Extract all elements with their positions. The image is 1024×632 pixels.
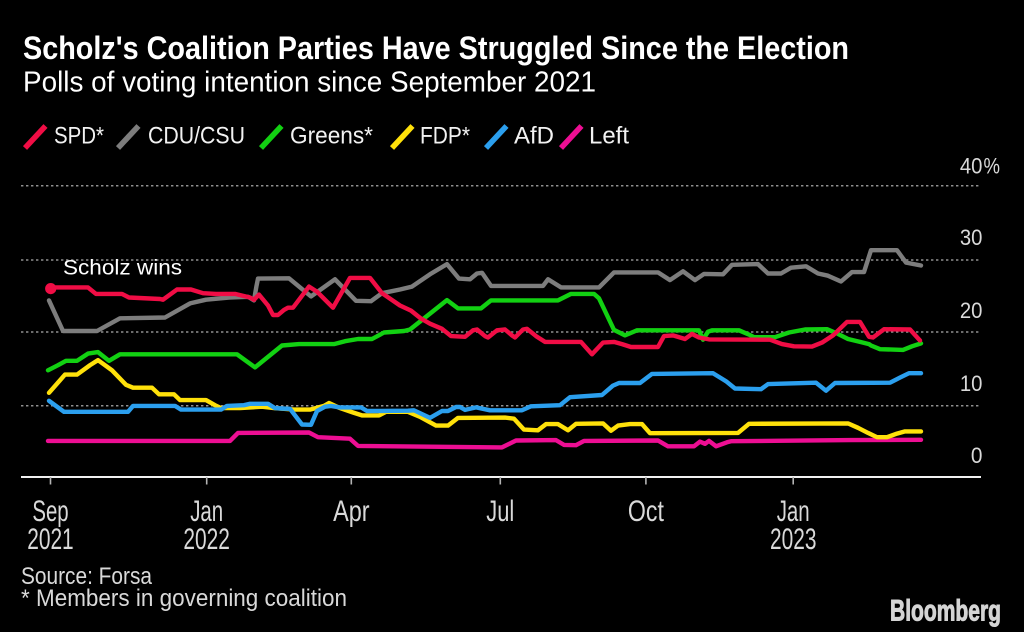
svg-text:10: 10 bbox=[960, 371, 983, 396]
svg-text:2021: 2021 bbox=[27, 523, 73, 556]
svg-text:CDU/CSU: CDU/CSU bbox=[148, 123, 245, 150]
svg-text:SPD*: SPD* bbox=[54, 123, 104, 150]
svg-text:Apr: Apr bbox=[333, 495, 370, 528]
svg-text:Bloomberg: Bloomberg bbox=[890, 595, 1001, 628]
svg-text:Jul: Jul bbox=[486, 495, 514, 528]
svg-text:FDP*: FDP* bbox=[420, 123, 470, 150]
svg-text:Sep: Sep bbox=[32, 495, 68, 528]
svg-text:Oct: Oct bbox=[628, 495, 664, 528]
svg-text:30: 30 bbox=[960, 225, 983, 250]
svg-text:20: 20 bbox=[960, 298, 983, 323]
svg-text:AfD: AfD bbox=[514, 123, 554, 150]
svg-text:2022: 2022 bbox=[183, 523, 230, 556]
svg-text:40: 40 bbox=[960, 154, 983, 179]
svg-text:0: 0 bbox=[971, 443, 983, 468]
svg-text:Left: Left bbox=[589, 123, 629, 150]
svg-text:Polls of voting intention sinc: Polls of voting intention since Septembe… bbox=[23, 66, 596, 98]
svg-text:Source: Forsa: Source: Forsa bbox=[21, 563, 153, 590]
svg-text:* Members in governing coaliti: * Members in governing coalition bbox=[21, 585, 347, 612]
svg-text:Scholz's Coalition Parties Hav: Scholz's Coalition Parties Have Struggle… bbox=[23, 30, 849, 66]
svg-text:Jan: Jan bbox=[777, 495, 810, 528]
svg-text:%: % bbox=[984, 154, 1001, 179]
svg-text:Scholz wins: Scholz wins bbox=[63, 256, 182, 280]
svg-text:2023: 2023 bbox=[770, 523, 817, 556]
svg-text:Jan: Jan bbox=[190, 495, 223, 528]
svg-text:Greens*: Greens* bbox=[290, 123, 373, 150]
